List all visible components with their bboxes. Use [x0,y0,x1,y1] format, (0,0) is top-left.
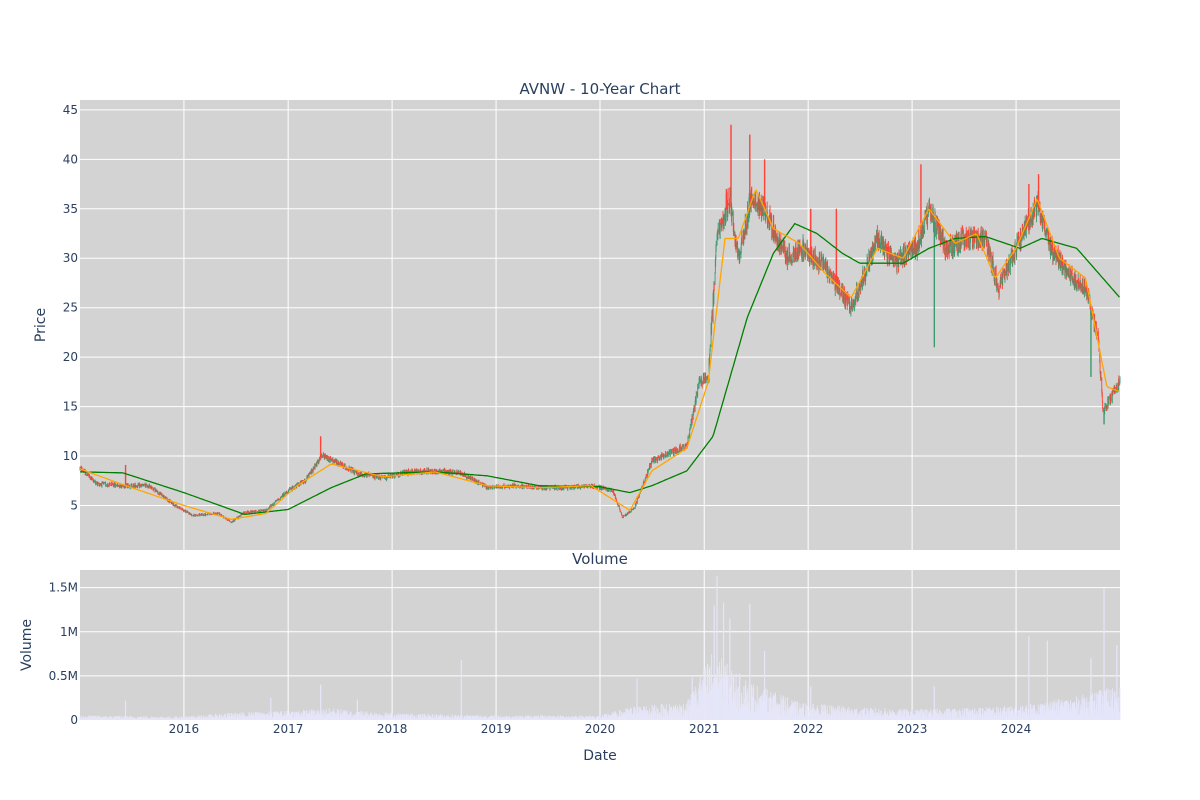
sma-short-line [79,189,1120,520]
price-y-tick-label: 10 [63,449,78,463]
price-y-tick-label: 25 [63,301,78,315]
price-y-tick-label: 20 [63,350,78,364]
price-y-ticks: 5 10 15 20 25 30 35 40 45 [63,103,78,513]
volume-bars [79,576,1121,720]
price-y-tick-label: 35 [63,202,78,216]
sma-long-line [80,222,1120,515]
price-grid [80,100,1120,550]
volume-grid [80,570,1120,721]
price-y-tick-label: 30 [63,251,78,265]
price-y-tick-label: 40 [63,152,78,166]
price-y-axis-title: Price [33,308,49,342]
price-y-tick-label: 45 [63,103,78,117]
price-y-tick-label: 15 [63,400,78,414]
chart-title: AVNW - 10-Year Chart [519,80,680,98]
price-y-tick-label: 5 [70,498,78,512]
